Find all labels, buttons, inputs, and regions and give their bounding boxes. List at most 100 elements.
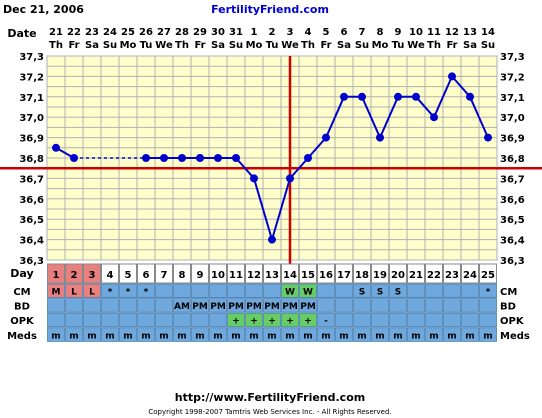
weekday-label: We <box>155 40 173 51</box>
date-label: 29 <box>193 27 207 38</box>
weekday-label: Tu <box>266 40 279 51</box>
date-label: 4 <box>305 27 312 38</box>
opk-cell-value: + <box>304 317 312 327</box>
cm-cell <box>407 283 425 299</box>
cm-cell <box>425 283 443 299</box>
cm-cell <box>65 283 83 299</box>
temperature-point <box>250 174 258 183</box>
cm-cell <box>209 283 227 299</box>
meds-cell <box>443 327 461 342</box>
temperature-point <box>340 92 348 101</box>
cm-cell <box>335 283 353 299</box>
y-tick-label-right: 37,0 <box>500 113 525 124</box>
footer-url[interactable]: http://www.FertilityFriend.com <box>175 391 365 404</box>
meds-cell-value: m <box>267 331 276 341</box>
meds-cell <box>137 327 155 342</box>
meds-cell <box>371 327 389 342</box>
meds-cell-value: m <box>249 331 258 341</box>
weekday-label: Sa <box>211 40 225 51</box>
meds-cell <box>335 327 353 342</box>
opk-cell <box>263 312 281 328</box>
meds-cell <box>263 327 281 342</box>
temperature-point <box>448 72 456 81</box>
date-label: 8 <box>377 27 384 38</box>
cm-cell <box>281 283 299 299</box>
y-tick-label-right: 36,8 <box>500 154 525 165</box>
cycle-day-label: 4 <box>107 270 114 281</box>
cycle-day-label: 2 <box>71 270 78 281</box>
cm-cell <box>101 283 119 299</box>
cm-cell <box>119 283 137 299</box>
cm-cell-value: L <box>71 288 77 298</box>
bd-cell <box>83 298 101 313</box>
meds-cell <box>281 327 299 342</box>
cycle-day-cell <box>353 263 371 284</box>
opk-cell-value: + <box>232 317 240 327</box>
temperature-point <box>214 154 222 162</box>
bd-cell-value: PM <box>264 302 280 312</box>
temperature-point <box>196 154 204 162</box>
temperature-point <box>358 92 366 101</box>
cm-cell <box>461 283 479 299</box>
site-link[interactable]: FertilityFriend.com <box>211 3 329 16</box>
weekday-label: Tu <box>140 40 153 51</box>
y-tick-label-right: 37,2 <box>500 72 525 83</box>
meds-cell <box>245 327 263 342</box>
opk-cell <box>245 312 263 328</box>
meds-row-label-left: Meds <box>7 331 37 342</box>
cycle-day-cell <box>191 263 209 284</box>
bd-cell <box>209 298 227 313</box>
cycle-day-label: 22 <box>427 270 441 281</box>
opk-cell <box>461 312 479 328</box>
cm-cell-value: * <box>126 288 131 298</box>
cycle-day-cell <box>335 263 353 284</box>
cm-cell-value: S <box>395 288 401 298</box>
meds-cell <box>317 327 335 342</box>
cycle-day-cell <box>137 263 155 284</box>
opk-cell <box>371 312 389 328</box>
opk-cell <box>209 312 227 328</box>
cm-cell-value: * <box>108 288 113 298</box>
date-label: 13 <box>463 27 477 38</box>
bd-row-label-right: BD <box>500 302 516 313</box>
cycle-day-label: 6 <box>143 270 150 281</box>
y-tick-label-left: 37,0 <box>19 113 44 124</box>
cycle-day-cell <box>371 263 389 284</box>
y-tick-label-right: 36,5 <box>500 215 525 226</box>
cycle-day-cell <box>155 263 173 284</box>
bd-cell <box>65 298 83 313</box>
temperature-point <box>286 174 294 183</box>
cycle-day-cell <box>479 263 497 284</box>
date-label: 28 <box>175 27 189 38</box>
cycle-day-cell <box>209 263 227 284</box>
date-label: 21 <box>49 27 63 38</box>
date-label: 3 <box>287 27 294 38</box>
weekday-label: Th <box>175 40 189 51</box>
date-label: 22 <box>67 27 81 38</box>
date-label: 5 <box>323 27 330 38</box>
date-label: 30 <box>211 27 225 38</box>
cycle-day-label: 18 <box>355 270 369 281</box>
opk-row-label-left: OPK <box>10 316 35 327</box>
temperature-point <box>268 235 276 244</box>
opk-cell <box>299 312 317 328</box>
date-label: 9 <box>395 27 402 38</box>
temperature-point <box>70 154 78 162</box>
chart-date: Dec 21, 2006 <box>3 3 84 16</box>
cm-cell <box>317 283 335 299</box>
weekday-label: Th <box>427 40 441 51</box>
cm-cell-value: W <box>303 288 313 298</box>
opk-cell <box>425 312 443 328</box>
cycle-day-label: 12 <box>247 270 261 281</box>
opk-cell <box>119 312 137 328</box>
meds-cell-value: m <box>375 331 384 341</box>
temperature-point <box>160 154 168 162</box>
date-label: 25 <box>121 27 135 38</box>
y-tick-label-left: 36,8 <box>19 154 44 165</box>
bd-cell-value: AM <box>174 302 190 312</box>
meds-cell-value: m <box>411 331 420 341</box>
bd-cell <box>101 298 119 313</box>
bd-cell <box>227 298 245 313</box>
opk-cell <box>335 312 353 328</box>
bd-cell-value: PM <box>192 302 208 312</box>
